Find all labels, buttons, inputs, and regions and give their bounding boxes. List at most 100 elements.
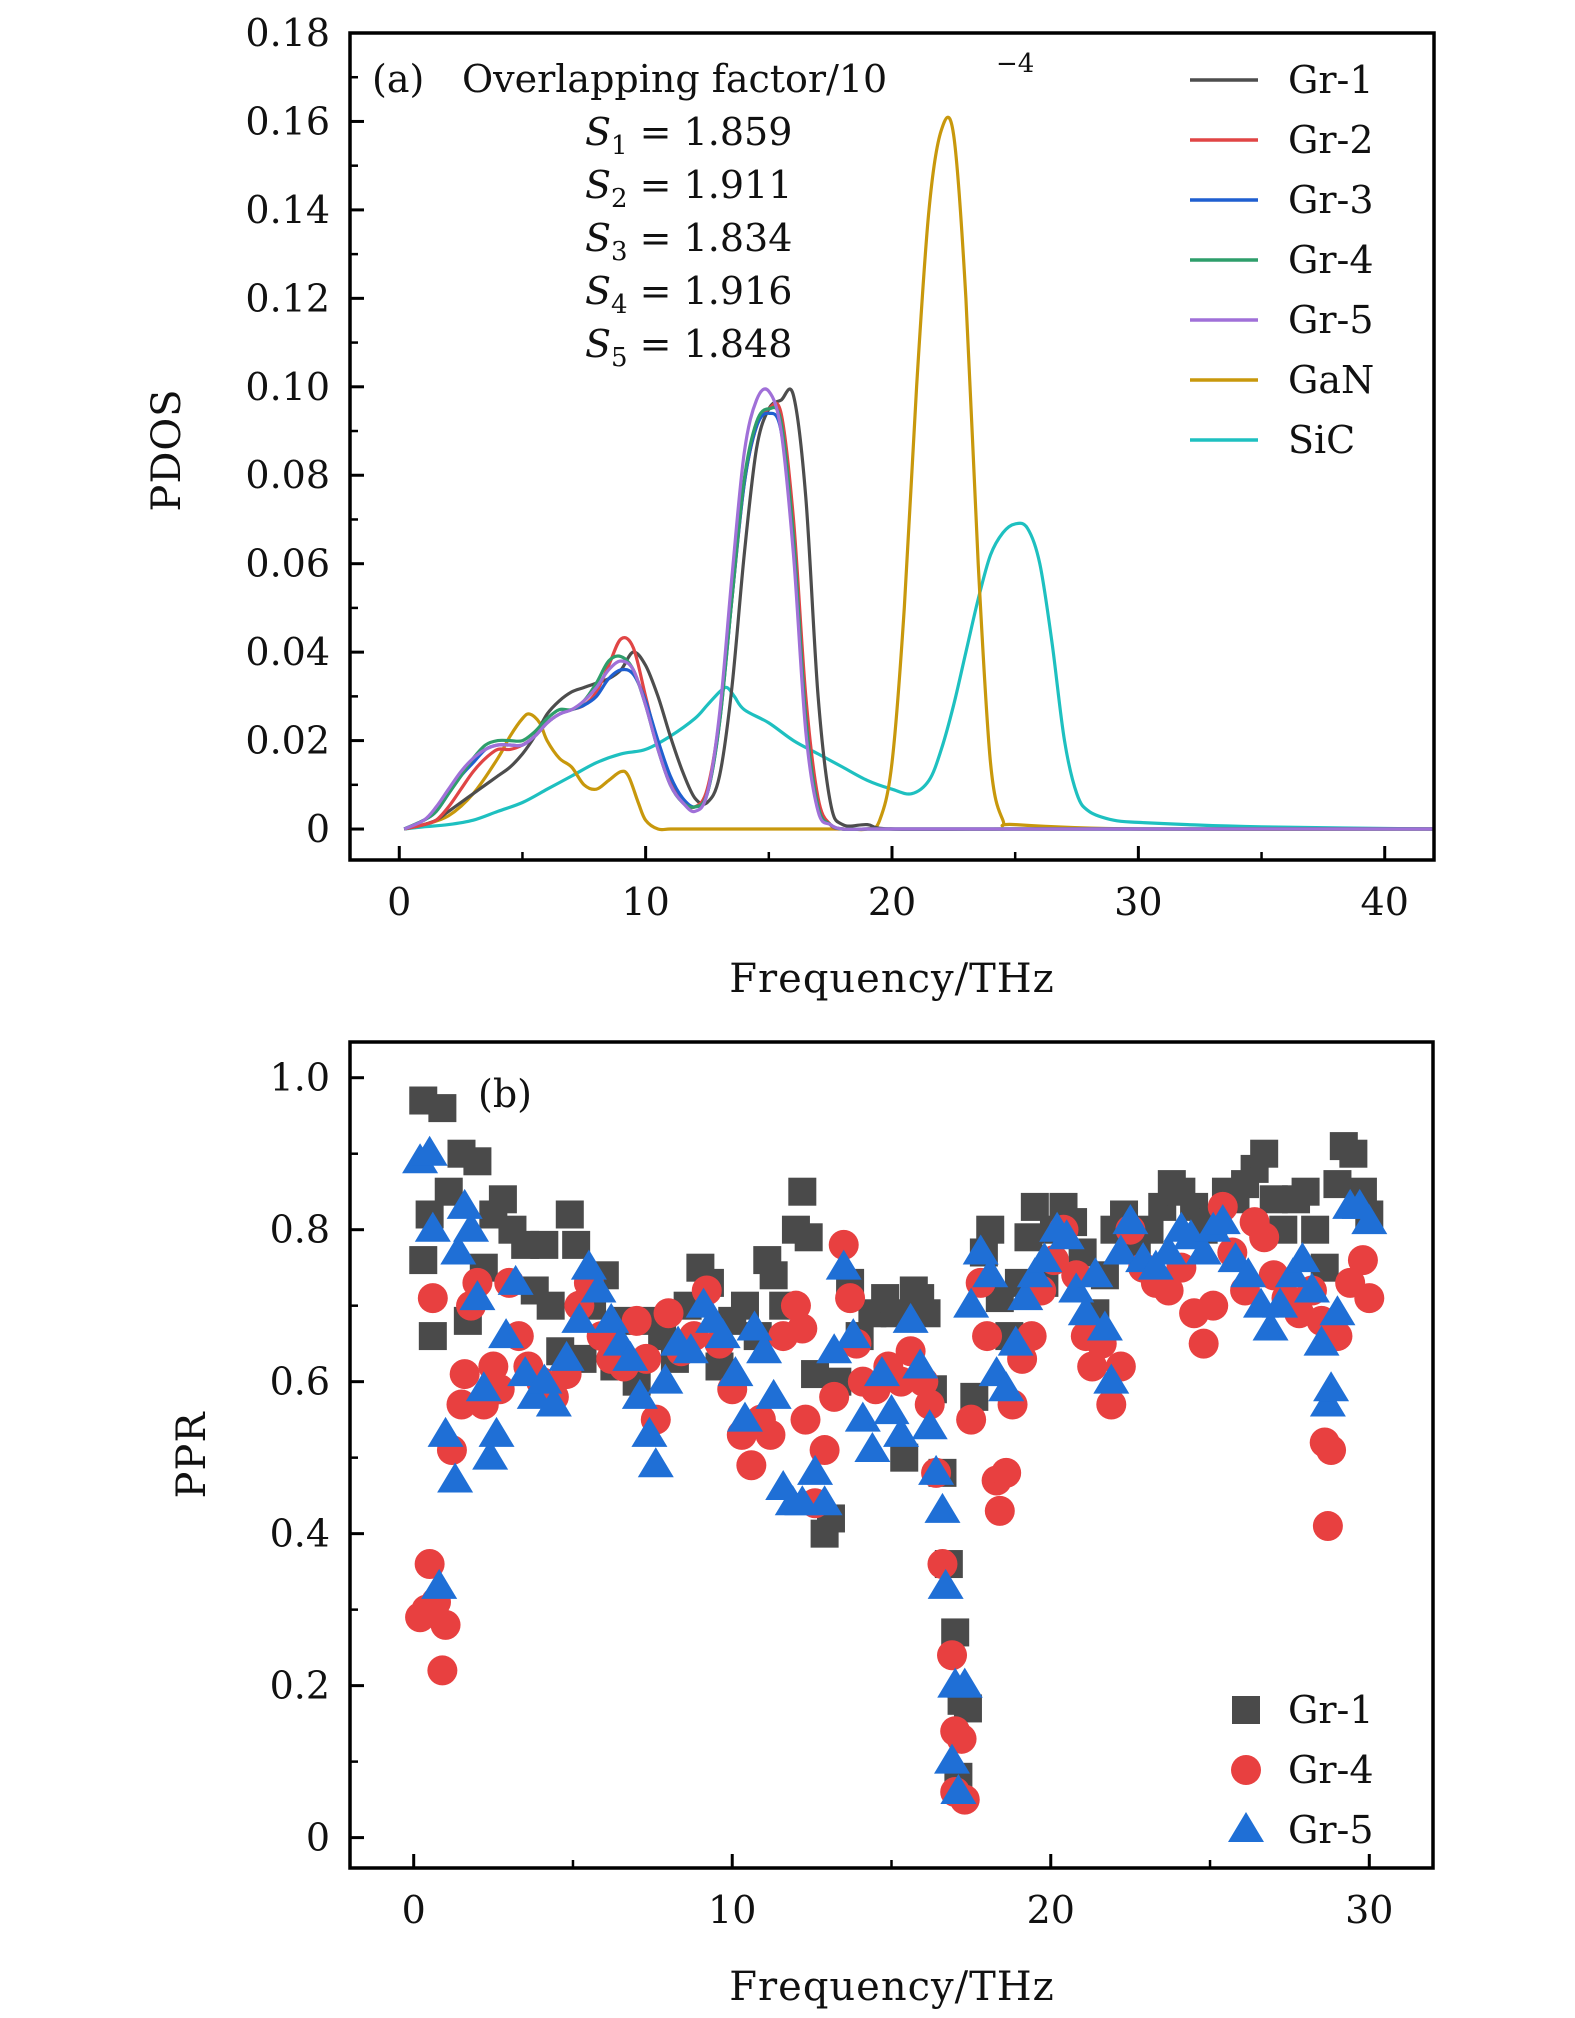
ppr-point-gr-5: [637, 1447, 674, 1478]
ppr-point-gr-4: [427, 1655, 458, 1686]
ppr-point-gr-4: [991, 1457, 1022, 1488]
ppr-point-gr-1: [409, 1246, 438, 1275]
ppr-point-gr-5: [835, 1318, 872, 1349]
ppr-point-gr-5: [863, 1356, 900, 1387]
ppr-point-gr-5: [1077, 1257, 1114, 1288]
ppr-point-gr-5: [736, 1310, 773, 1341]
panel-a-pdos-chart: 0 10 20 30 40 0 0.02 0.04 0.06 0.08 0.10 0.12 0.14 0.…: [144, 11, 1436, 1002]
ppr-point-gr-5: [1067, 1295, 1104, 1326]
legend-item-gr-5: Gr-5: [1190, 298, 1374, 342]
ppr-point-gr-5: [1309, 1386, 1346, 1417]
x-tick-label: 0: [387, 880, 411, 924]
ppr-point-gr-5: [411, 1135, 448, 1166]
ppr-point-gr-4: [1347, 1245, 1378, 1276]
scatter-series-gr-5: [402, 1135, 1388, 1805]
ppr-point-gr-1: [1339, 1139, 1368, 1168]
pdos-line-gr-5: [403, 387, 1434, 831]
y-tick-label: 0.8: [270, 1208, 330, 1252]
ppr-point-gr-1: [1291, 1177, 1320, 1206]
legend-item-gr-4: Gr-4: [1231, 1748, 1374, 1792]
ppr-point-gr-5: [561, 1302, 598, 1333]
ppr-point-gr-5: [1150, 1234, 1187, 1265]
ppr-point-gr-5: [526, 1363, 563, 1394]
ppr-point-gr-1: [1014, 1223, 1043, 1252]
ppr-point-gr-5: [988, 1371, 1025, 1402]
ppr-point-gr-4: [1354, 1283, 1385, 1314]
y-tick-label: 0.06: [245, 542, 330, 586]
ppr-point-gr-5: [1086, 1310, 1123, 1341]
ppr-point-gr-5: [497, 1264, 534, 1295]
panel-a-plot-area: [403, 115, 1434, 832]
y-tick-label: 0.08: [245, 453, 330, 497]
panel-b-legend: Gr-1 Gr-4 Gr-5: [1228, 1688, 1374, 1852]
ppr-point-gr-5: [1093, 1363, 1130, 1394]
panel-a-legend: Gr-1 Gr-2 Gr-3 Gr-4 Gr-5 GaN SiC: [1190, 58, 1374, 462]
ppr-point-gr-5: [873, 1394, 910, 1425]
ppr-point-gr-4: [1198, 1290, 1229, 1321]
ppr-point-gr-1: [788, 1177, 817, 1206]
ppr-point-gr-5: [672, 1333, 709, 1364]
legend-label: Gr-4: [1288, 238, 1374, 282]
legend-item-gr-4: Gr-4: [1190, 238, 1374, 282]
ppr-point-gr-4: [790, 1404, 821, 1435]
x-tick-label: 20: [868, 880, 916, 924]
ppr-point-gr-1: [1323, 1170, 1352, 1199]
legend-item-gr-1: Gr-1: [1232, 1688, 1374, 1732]
ppr-point-gr-4: [736, 1450, 767, 1481]
ppr-point-gr-5: [472, 1439, 509, 1470]
legend-label: Gr-5: [1288, 1808, 1374, 1852]
y-tick-label: 0.4: [270, 1512, 330, 1556]
ppr-point-gr-5: [927, 1568, 964, 1599]
ppr-point-gr-1: [1301, 1215, 1330, 1244]
ppr-point-gr-4: [1096, 1389, 1127, 1420]
ppr-point-gr-1: [418, 1322, 447, 1351]
ppr-point-gr-5: [593, 1302, 630, 1333]
ppr-point-gr-5: [421, 1568, 458, 1599]
ppr-point-gr-1: [530, 1230, 559, 1259]
ppr-point-gr-5: [1252, 1310, 1289, 1341]
ppr-point-gr-5: [414, 1211, 451, 1242]
legend-label: Gr-4: [1288, 1748, 1374, 1792]
ppr-point-gr-4: [755, 1419, 786, 1450]
ppr-point-gr-5: [1204, 1204, 1241, 1235]
y-tick-label: 0: [306, 1816, 330, 1860]
legend-item-gr-3: Gr-3: [1190, 178, 1374, 222]
pdos-line-gan: [403, 115, 1434, 832]
y-tick-label: 0.18: [245, 11, 330, 55]
ppr-point-gr-5: [883, 1416, 920, 1447]
panel-b-x-axis-title: Frequency/THz: [729, 1964, 1054, 2010]
ppr-point-gr-5: [535, 1386, 572, 1417]
ppr-point-gr-4: [1312, 1511, 1343, 1542]
ppr-point-gr-1: [794, 1223, 823, 1252]
ppr-point-gr-5: [825, 1249, 862, 1280]
ppr-point-gr-5: [918, 1454, 955, 1485]
ppr-point-gr-5: [1007, 1280, 1044, 1311]
y-tick-label: 0.04: [245, 630, 330, 674]
y-tick-label: 0.12: [245, 276, 330, 320]
ppr-point-gr-4: [1188, 1328, 1219, 1359]
ppr-point-gr-5: [946, 1667, 983, 1698]
ppr-point-gr-4: [653, 1298, 684, 1329]
legend-item-gr-2: Gr-2: [1190, 118, 1374, 162]
ppr-point-gr-5: [1293, 1272, 1330, 1303]
ppr-point-gr-5: [440, 1234, 477, 1265]
ppr-point-gr-5: [755, 1378, 792, 1409]
ppr-point-gr-5: [427, 1416, 464, 1447]
ppr-point-gr-5: [972, 1257, 1009, 1288]
legend-label: Gr-1: [1288, 58, 1374, 102]
ppr-point-gr-5: [580, 1272, 617, 1303]
panel-a-label: (a): [372, 57, 424, 101]
legend-item-gr-5: Gr-5: [1228, 1808, 1374, 1852]
ppr-point-gr-5: [1313, 1371, 1350, 1402]
panel-b-label: (b): [478, 1072, 532, 1116]
ppr-point-gr-5: [1048, 1219, 1085, 1250]
ppr-point-gr-4: [809, 1435, 840, 1466]
ppr-point-gr-5: [726, 1401, 763, 1432]
ppr-point-gr-5: [911, 1409, 948, 1440]
ppr-point-gr-4: [927, 1549, 958, 1580]
panel-a-x-axis-title: Frequency/THz: [729, 956, 1054, 1002]
ppr-point-gr-5: [997, 1325, 1034, 1356]
ppr-point-gr-5: [797, 1454, 834, 1485]
ppr-point-gr-5: [1185, 1234, 1222, 1265]
